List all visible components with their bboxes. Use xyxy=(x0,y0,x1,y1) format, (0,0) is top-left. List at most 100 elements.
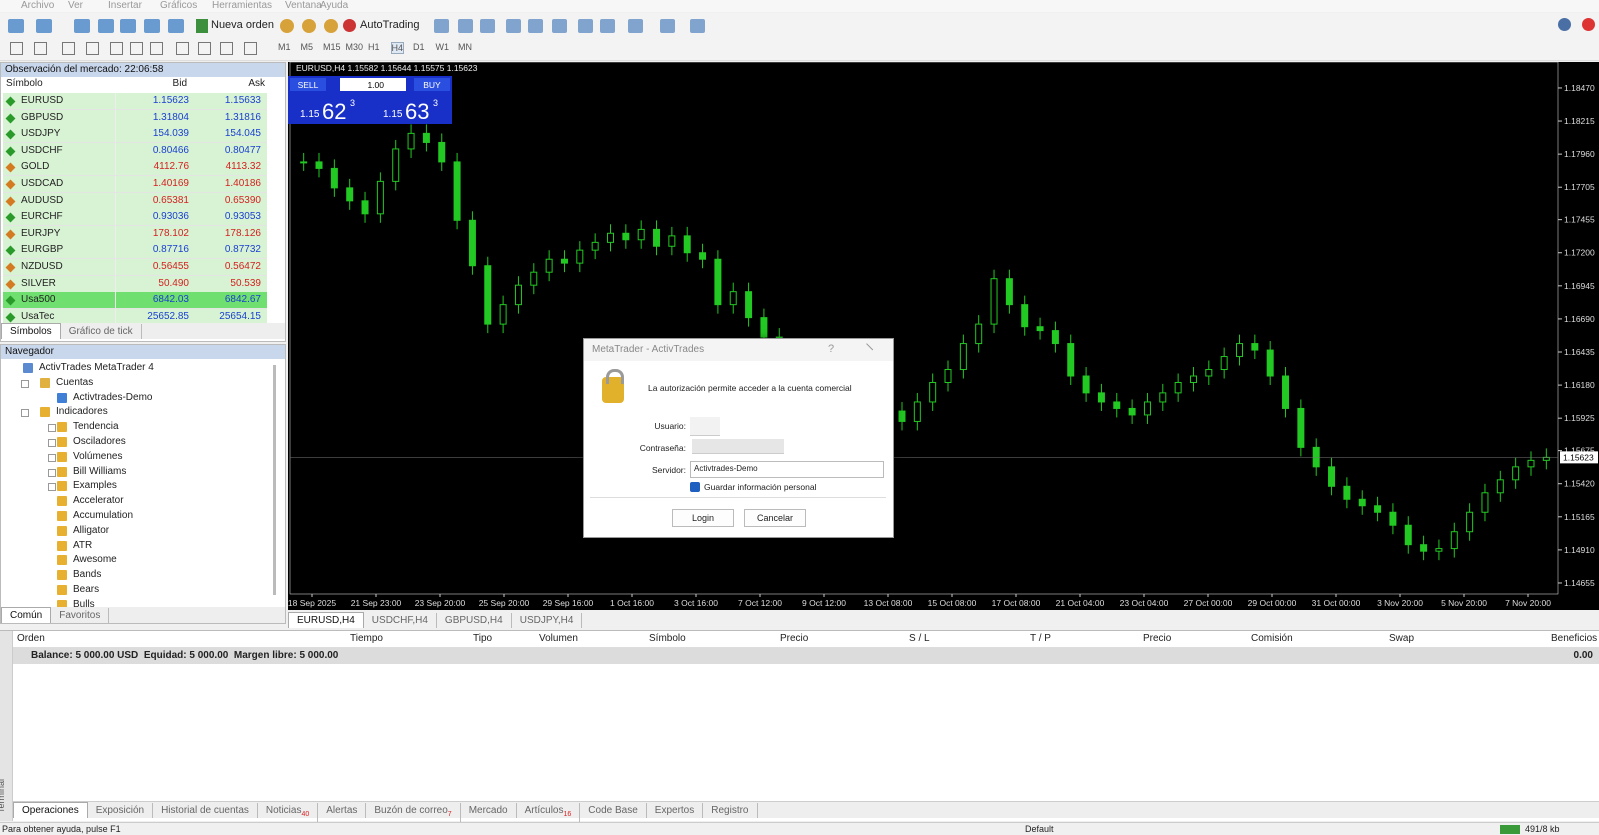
server-select[interactable] xyxy=(690,461,884,478)
menu-item[interactable]: Herramientas xyxy=(212,0,273,11)
save-checkbox[interactable] xyxy=(690,482,700,492)
expander[interactable] xyxy=(48,424,56,433)
symbol-row[interactable]: USDCHF 0.80466 0.80477 xyxy=(3,142,267,160)
column-header[interactable]: Símbolo xyxy=(6,78,43,89)
toolbar-icon[interactable] xyxy=(98,19,114,33)
tree-item[interactable]: Bill Williams xyxy=(73,465,127,477)
column-header[interactable]: Precio xyxy=(780,633,809,644)
column-header[interactable]: Beneficios xyxy=(1551,633,1598,644)
symbol-row[interactable]: GBPUSD 1.31804 1.31816 xyxy=(3,109,267,127)
checkbox-label[interactable]: Guardar información personal xyxy=(704,482,817,492)
chart-tab[interactable]: EURUSD,H4 xyxy=(288,612,364,628)
terminal-tab[interactable]: Exposición xyxy=(88,803,154,818)
timeframe-button[interactable]: W1 xyxy=(435,42,450,52)
menu-item[interactable]: Ver xyxy=(68,0,84,11)
terminal-tab[interactable]: Artículos16 xyxy=(517,803,581,822)
tree-item[interactable]: ActivTrades MetaTrader 4 xyxy=(39,362,154,373)
timeframe-button[interactable]: H4 xyxy=(390,42,405,54)
drawing-tool[interactable] xyxy=(130,42,143,55)
symbol-row[interactable]: EURJPY 178.102 178.126 xyxy=(3,225,267,243)
column-header[interactable]: T / P xyxy=(1030,633,1051,644)
toolbar-icon[interactable] xyxy=(434,19,449,33)
terminal-tab[interactable]: Buzón de correo7 xyxy=(366,803,461,822)
timeframe-button[interactable]: M5 xyxy=(300,42,314,52)
menu-item[interactable]: Ventana xyxy=(285,0,322,11)
symbol-row[interactable]: SILVER 50.490 50.539 xyxy=(3,275,267,293)
panel-tab[interactable]: Favoritos xyxy=(51,608,110,623)
symbol-row[interactable]: USDCAD 1.40169 1.40186 xyxy=(3,176,267,193)
menu-item[interactable]: Insertar xyxy=(108,0,142,11)
toolbar-icon[interactable] xyxy=(120,19,136,33)
menu-item[interactable]: Ayuda xyxy=(320,0,349,11)
toolbar-icon[interactable] xyxy=(302,19,316,33)
drawing-tool[interactable] xyxy=(34,42,47,55)
toolbar-icon[interactable] xyxy=(660,19,675,33)
drawing-tool[interactable] xyxy=(220,42,233,55)
timeframe-button[interactable]: M15 xyxy=(323,42,341,52)
toolbar-icon[interactable] xyxy=(168,19,184,33)
tree-item[interactable]: Examples xyxy=(73,480,117,492)
toolbar-icon[interactable] xyxy=(552,19,567,33)
autotrading-button[interactable]: AutoTrading xyxy=(360,19,420,31)
toolbar-icon[interactable] xyxy=(506,19,521,33)
expander[interactable] xyxy=(48,439,56,447)
toolbar-icon[interactable] xyxy=(458,19,473,33)
symbol-row[interactable]: EURUSD 1.15623 1.15633 xyxy=(3,93,267,110)
tree-item[interactable]: Awesome xyxy=(73,554,117,566)
drawing-tool[interactable] xyxy=(110,42,123,55)
panel-tab[interactable]: Símbolos xyxy=(1,323,61,339)
sell-button[interactable] xyxy=(290,78,326,91)
toolbar-icon[interactable] xyxy=(324,19,338,33)
expander[interactable] xyxy=(48,468,56,477)
tree-item[interactable]: Tendencia xyxy=(73,421,119,433)
menu-item[interactable]: Gráficos xyxy=(160,0,198,11)
expander[interactable] xyxy=(21,379,29,388)
drawing-tool[interactable] xyxy=(86,42,99,55)
timeframe-button[interactable]: M1 xyxy=(278,42,291,52)
user-input[interactable] xyxy=(690,417,720,436)
tree-item[interactable]: Volúmenes xyxy=(73,450,123,462)
terminal-tab[interactable]: Noticias40 xyxy=(258,803,319,822)
column-header[interactable]: Comisión xyxy=(1251,633,1293,644)
drawing-tool[interactable] xyxy=(176,42,189,55)
toolbar-icon[interactable] xyxy=(144,19,160,33)
tree-item[interactable]: Activtrades-Demo xyxy=(73,391,153,403)
drawing-tool[interactable] xyxy=(198,42,211,55)
buy-button[interactable] xyxy=(414,78,450,91)
terminal-tab[interactable]: Expertos xyxy=(647,803,704,818)
toolbar-icon[interactable] xyxy=(600,19,615,33)
help-button[interactable]: ? xyxy=(828,343,835,355)
tree-item[interactable]: Bulls xyxy=(73,598,95,610)
drawing-tool[interactable] xyxy=(244,42,257,55)
column-header[interactable]: Tipo xyxy=(473,633,493,644)
lot-input[interactable] xyxy=(340,78,406,91)
drawing-tool[interactable] xyxy=(150,42,163,55)
password-input[interactable] xyxy=(692,439,784,454)
toolbar-icon[interactable] xyxy=(8,19,24,33)
timeframe-button[interactable]: M30 xyxy=(345,42,364,52)
column-header[interactable]: S / L xyxy=(909,633,930,644)
autotrading-icon[interactable] xyxy=(343,19,356,32)
tree-item[interactable]: ATR xyxy=(73,539,93,551)
terminal-tab[interactable]: Operaciones xyxy=(13,802,88,818)
toolbar-icon[interactable] xyxy=(1582,18,1595,31)
column-header[interactable]: Tiempo xyxy=(350,633,383,644)
tree-item[interactable]: Cuentas xyxy=(56,376,94,388)
symbol-row[interactable]: AUDUSD 0.65381 0.65390 xyxy=(3,192,267,210)
toolbar-icon[interactable] xyxy=(74,19,90,33)
terminal-tab[interactable]: Mercado xyxy=(461,803,517,818)
menu-item[interactable]: Archivo xyxy=(21,0,55,11)
toolbar-icon[interactable] xyxy=(1558,18,1571,31)
symbol-row[interactable]: EURCHF 0.93036 0.93053 xyxy=(3,209,267,227)
tree-item[interactable]: Accelerator xyxy=(73,495,124,507)
timeframe-button[interactable]: D1 xyxy=(413,42,425,52)
toolbar-icon[interactable] xyxy=(480,19,495,33)
chart-tab[interactable]: USDJPY,H4 xyxy=(512,613,583,628)
column-header[interactable]: Orden xyxy=(17,633,45,644)
column-header[interactable]: Símbolo xyxy=(649,633,686,644)
panel-tab[interactable]: Común xyxy=(1,607,52,623)
tree-item[interactable]: Bands xyxy=(73,569,102,581)
tree-item[interactable]: Osciladores xyxy=(73,436,126,447)
terminal-tab[interactable]: Historial de cuentas xyxy=(153,803,258,818)
scrollbar[interactable] xyxy=(273,365,276,595)
